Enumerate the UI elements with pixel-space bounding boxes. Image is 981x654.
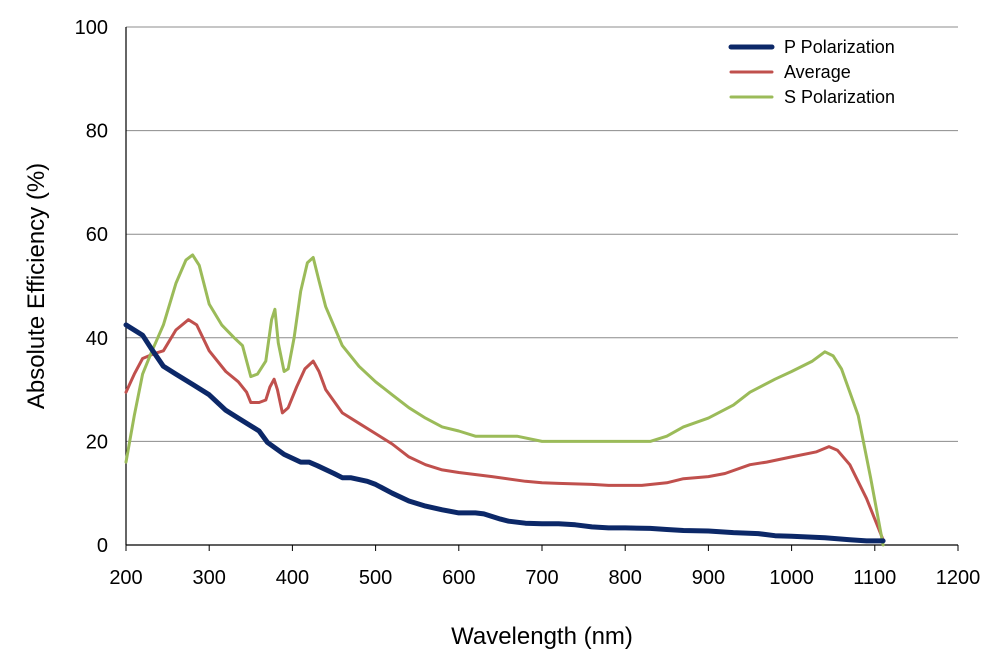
y-tick-label: 20 — [86, 431, 108, 453]
x-tick-label: 200 — [109, 567, 142, 589]
x-tick-label: 600 — [442, 567, 475, 589]
x-tick-label: 900 — [692, 567, 725, 589]
x-tick-label: 1000 — [769, 567, 814, 589]
series-line-p-polarization — [123, 322, 886, 544]
x-tick-label: 700 — [525, 567, 558, 589]
y-tick-label: 80 — [86, 121, 108, 143]
series-line-s-polarization — [124, 253, 885, 547]
y-axis-ticks: 0 20 40 60 80 100 — [75, 17, 108, 557]
y-tick-label: 60 — [86, 224, 108, 246]
legend: P Polarization Average S Polarization — [728, 37, 895, 107]
x-tick-label: 300 — [193, 567, 226, 589]
x-tick-label: 400 — [276, 567, 309, 589]
y-tick-label: 40 — [86, 328, 108, 350]
series-layer — [123, 253, 886, 547]
grid-lines — [126, 26, 958, 442]
legend-label: P Polarization — [784, 37, 895, 57]
x-tick-label: 800 — [609, 567, 642, 589]
y-axis-title: Absolute Efficiency (%) — [23, 163, 50, 409]
legend-label: Average — [784, 62, 851, 82]
x-tick-label: 500 — [359, 567, 392, 589]
x-axis-ticks: 200 300 400 500 600 700 800 900 1000 1100 1200 — [109, 545, 980, 589]
x-tick-label: 1200 — [936, 567, 981, 589]
legend-label: S Polarization — [784, 87, 895, 107]
series-line-average — [124, 318, 885, 542]
x-axis-title: Wavelength (nm) — [451, 623, 633, 650]
y-tick-label: 100 — [75, 17, 108, 39]
y-tick-label: 0 — [97, 535, 108, 557]
x-tick-label: 1100 — [853, 567, 896, 589]
